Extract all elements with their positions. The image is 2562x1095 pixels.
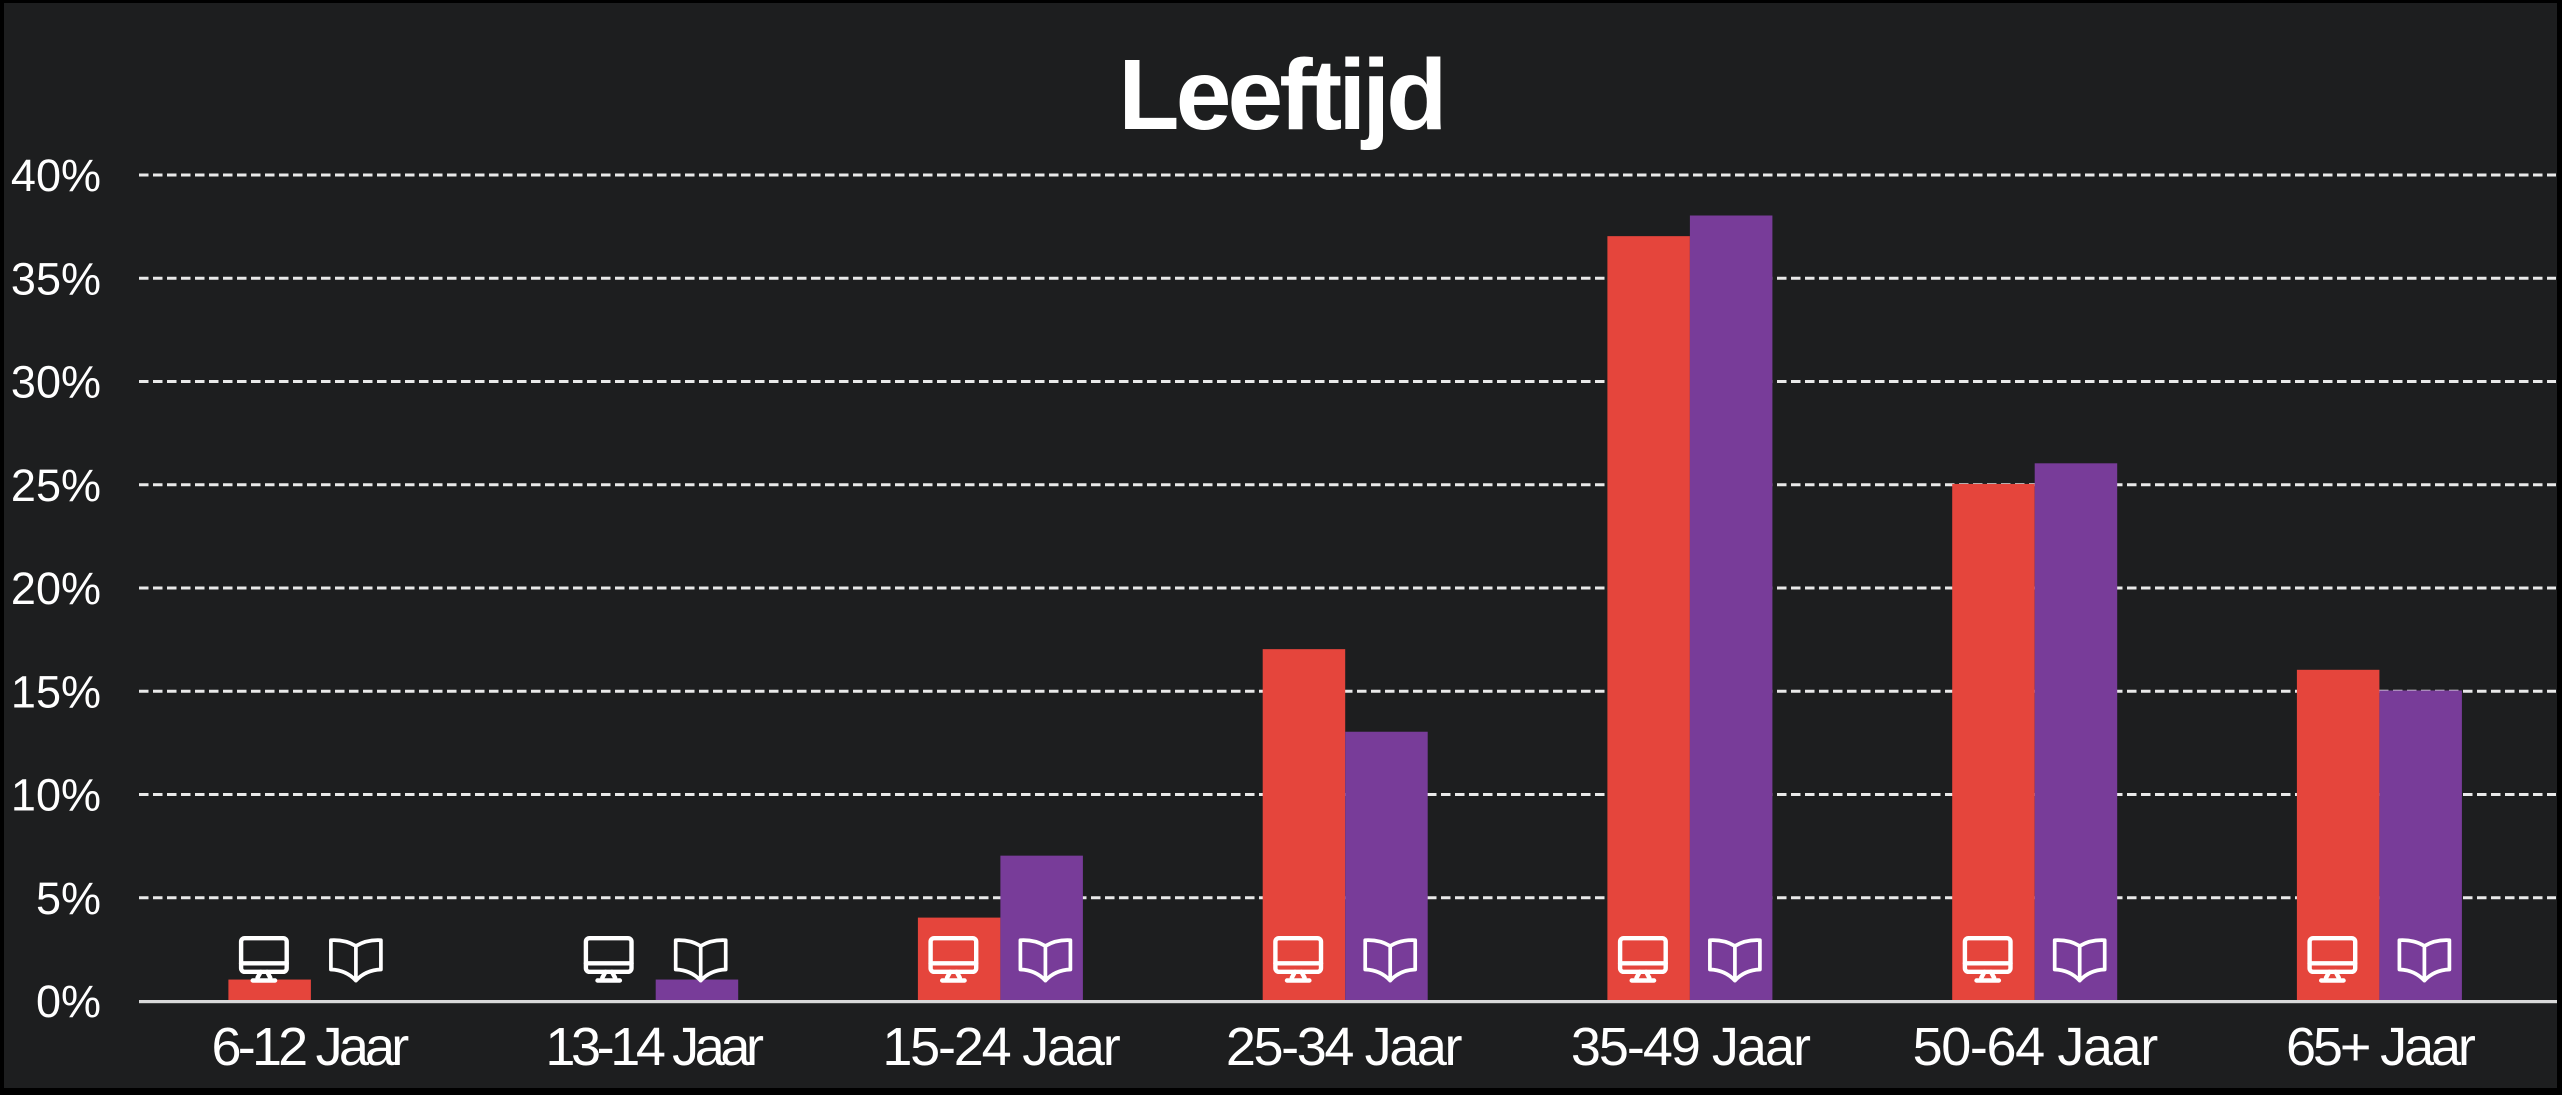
svg-text:65+ Jaar: 65+ Jaar bbox=[2286, 1017, 2476, 1077]
svg-text:35%: 35% bbox=[11, 253, 101, 304]
svg-text:40%: 40% bbox=[11, 150, 101, 201]
svg-text:50-64 Jaar: 50-64 Jaar bbox=[1913, 1017, 2159, 1077]
svg-text:15-24 Jaar: 15-24 Jaar bbox=[882, 1017, 1120, 1077]
svg-text:20%: 20% bbox=[11, 563, 101, 614]
svg-text:Leeftijd: Leeftijd bbox=[1118, 39, 1443, 151]
svg-text:25-34 Jaar: 25-34 Jaar bbox=[1226, 1017, 1463, 1077]
svg-text:0%: 0% bbox=[36, 976, 101, 1027]
svg-text:5%: 5% bbox=[36, 873, 101, 924]
svg-text:25%: 25% bbox=[11, 460, 101, 511]
svg-text:13-14 Jaar: 13-14 Jaar bbox=[545, 1017, 764, 1077]
svg-text:10%: 10% bbox=[11, 770, 101, 821]
svg-text:15%: 15% bbox=[11, 666, 101, 717]
svg-text:35-49 Jaar: 35-49 Jaar bbox=[1571, 1017, 1811, 1077]
svg-text:30%: 30% bbox=[11, 357, 101, 408]
svg-text:6-12 Jaar: 6-12 Jaar bbox=[212, 1017, 410, 1077]
